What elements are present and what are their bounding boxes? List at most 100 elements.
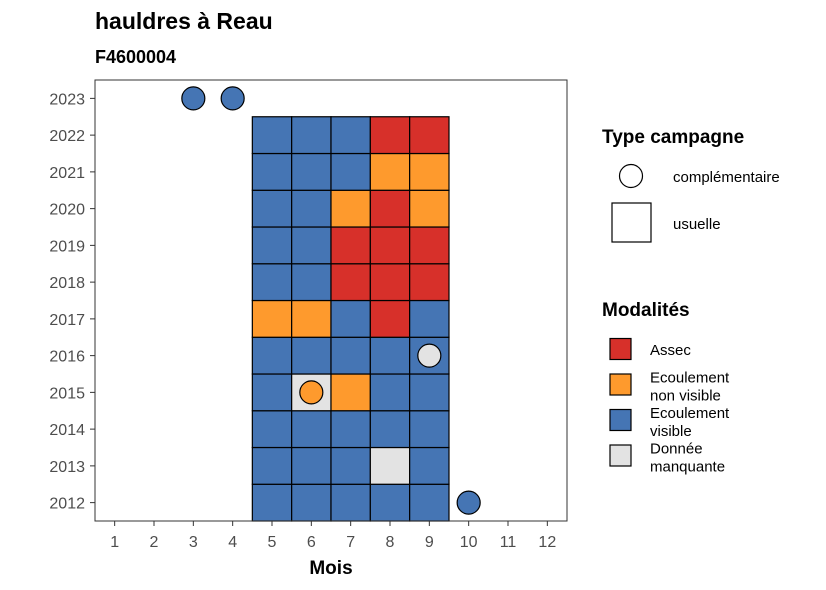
tile-2021-9 (409, 152, 450, 191)
y-tick-label-2022: 2022 (49, 128, 85, 145)
y-tick-label-2015: 2015 (49, 385, 85, 402)
tile-2020-6 (291, 189, 332, 228)
legend-mod-title: Modalités (602, 300, 690, 321)
legend-type-title: Type campagne (602, 127, 744, 148)
x-tick-label-9: 9 (425, 534, 434, 551)
point-2023-4 (220, 86, 245, 111)
x-tick-label-6: 6 (307, 534, 316, 551)
tile-2013-6 (291, 446, 332, 485)
tile-2017-9 (409, 299, 450, 338)
x-tick-label-12: 12 (538, 534, 556, 551)
legend-key-donnee-manquante (609, 444, 632, 467)
point-2023-3 (181, 86, 206, 111)
tile-2018-7 (330, 263, 371, 302)
y-tick-label-2023: 2023 (49, 91, 85, 108)
tile-2015-8 (369, 373, 411, 412)
tile-2012-5 (251, 483, 293, 522)
tile-2016-6 (291, 336, 332, 375)
tile-2019-6 (291, 226, 332, 265)
tile-2020-5 (251, 189, 293, 228)
y-tick-label-2012: 2012 (49, 496, 85, 513)
tile-2021-8 (369, 152, 411, 191)
chart-subtitle: F4600004 (95, 47, 176, 67)
x-tick-label-8: 8 (386, 534, 395, 551)
legend-key-assec (609, 337, 632, 361)
legend-label-ecoulement-non-visible-line-2: non visible (650, 388, 721, 405)
x-tick-label-1: 1 (110, 534, 119, 551)
tile-2020-7 (330, 189, 371, 228)
legend-label-complementaire: complémentaire (673, 169, 780, 186)
legend-label-assec: Assec (650, 342, 691, 359)
legend-label-ecoulement-non-visible-line-1: Ecoulement (650, 370, 730, 387)
chart-title: hauldres à Reau (95, 8, 273, 34)
legend-label-ecoulement-visible-line-2: visible (650, 423, 692, 440)
tile-2014-5 (251, 410, 293, 449)
point-2015-6 (299, 380, 324, 405)
legend-label-donnee-manquante-line-2: manquante (650, 459, 725, 476)
panel-border (94, 79, 568, 522)
point-2016-9 (417, 343, 442, 368)
legend-key-usuelle (611, 202, 652, 243)
tile-2012-8 (369, 483, 411, 522)
tile-2013-5 (251, 446, 293, 485)
tile-2017-8 (369, 299, 411, 338)
y-tick-label-2021: 2021 (49, 165, 85, 182)
legend-type-campagne: Type campagne complémentaire usuelle (602, 127, 780, 243)
tile-2020-9 (409, 189, 450, 228)
usuelle-tiles (251, 116, 450, 522)
tile-2014-8 (369, 410, 411, 449)
x-tick-label-2: 2 (150, 534, 159, 551)
x-tick-label-3: 3 (189, 534, 198, 551)
tile-2016-5 (251, 336, 293, 375)
tile-2018-6 (291, 263, 332, 302)
tile-2014-6 (291, 410, 332, 449)
tile-2015-9 (409, 373, 450, 412)
tile-2018-9 (409, 263, 450, 302)
tile-2019-9 (409, 226, 450, 265)
tile-2022-8 (369, 116, 411, 155)
tile-2016-7 (330, 336, 371, 375)
tile-2012-6 (291, 483, 332, 522)
x-axis: 1 2 3 4 5 6 7 8 9 10 11 12 (110, 521, 556, 551)
y-axis: 2012 2013 2014 2015 2016 2017 2018 2019 2020 2021… (49, 91, 95, 513)
legend-key-ecoulement-visible (609, 408, 632, 432)
legend-key-complementaire (618, 163, 644, 189)
tile-2017-7 (330, 299, 371, 338)
point-2012-10 (456, 490, 481, 515)
tile-2022-6 (291, 116, 332, 155)
x-tick-label-5: 5 (268, 534, 277, 551)
tile-2013-9 (409, 446, 450, 485)
tile-2021-7 (330, 152, 371, 191)
x-axis-title: Mois (309, 558, 352, 579)
tile-2013-7 (330, 446, 371, 485)
tile-2021-5 (251, 152, 293, 191)
tile-2022-9 (409, 116, 450, 155)
legend-label-ecoulement-visible-line-1: Ecoulement (650, 405, 730, 422)
y-tick-label-2020: 2020 (49, 202, 85, 219)
tile-2014-9 (409, 410, 450, 449)
tile-2015-7 (330, 373, 371, 412)
tile-2022-5 (251, 116, 293, 155)
tile-2012-9 (409, 483, 450, 522)
tile-2017-5 (251, 299, 293, 338)
tile-2019-7 (330, 226, 371, 265)
y-tick-label-2017: 2017 (49, 312, 85, 329)
tile-2015-5 (251, 373, 293, 412)
x-tick-label-7: 7 (346, 534, 355, 551)
x-tick-label-11: 11 (500, 534, 517, 551)
tile-2021-6 (291, 152, 332, 191)
tile-2019-5 (251, 226, 293, 265)
tile-2012-7 (330, 483, 371, 522)
y-tick-label-2014: 2014 (49, 422, 85, 439)
y-tick-label-2016: 2016 (49, 349, 85, 366)
tile-2017-6 (291, 299, 332, 338)
y-tick-label-2018: 2018 (49, 275, 85, 292)
tile-2013-8 (369, 446, 411, 485)
x-tick-label-4: 4 (228, 534, 237, 551)
tile-2020-8 (369, 189, 411, 228)
legend-key-ecoulement-non-visible (609, 373, 632, 396)
y-tick-label-2019: 2019 (49, 238, 85, 255)
x-tick-label-10: 10 (460, 534, 478, 551)
